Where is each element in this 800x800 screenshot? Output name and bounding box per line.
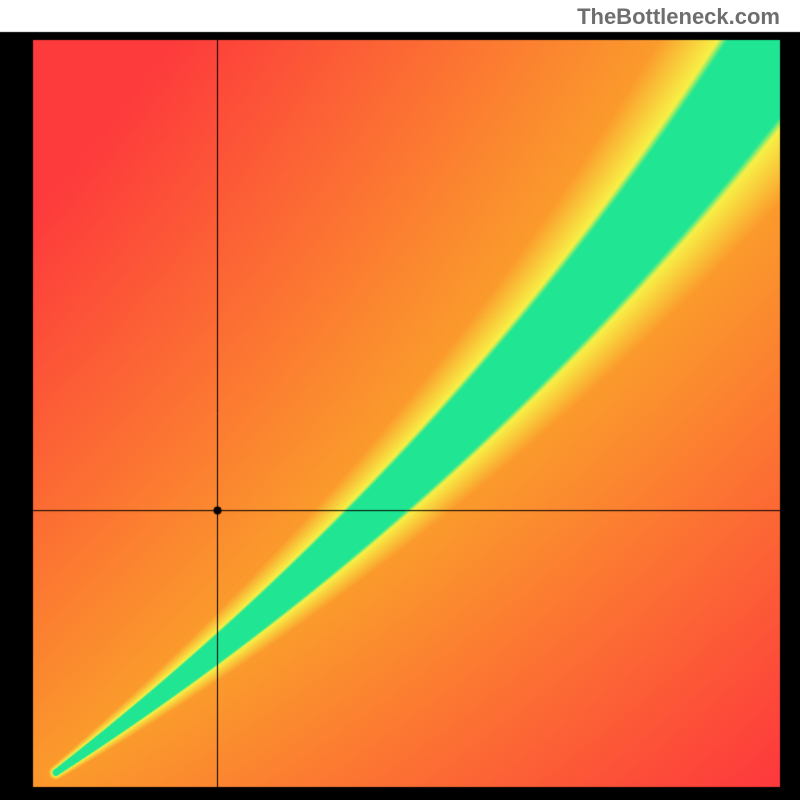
watermark-text: TheBottleneck.com <box>577 4 780 30</box>
chart-container: TheBottleneck.com <box>0 0 800 800</box>
heatmap-canvas <box>0 0 800 800</box>
